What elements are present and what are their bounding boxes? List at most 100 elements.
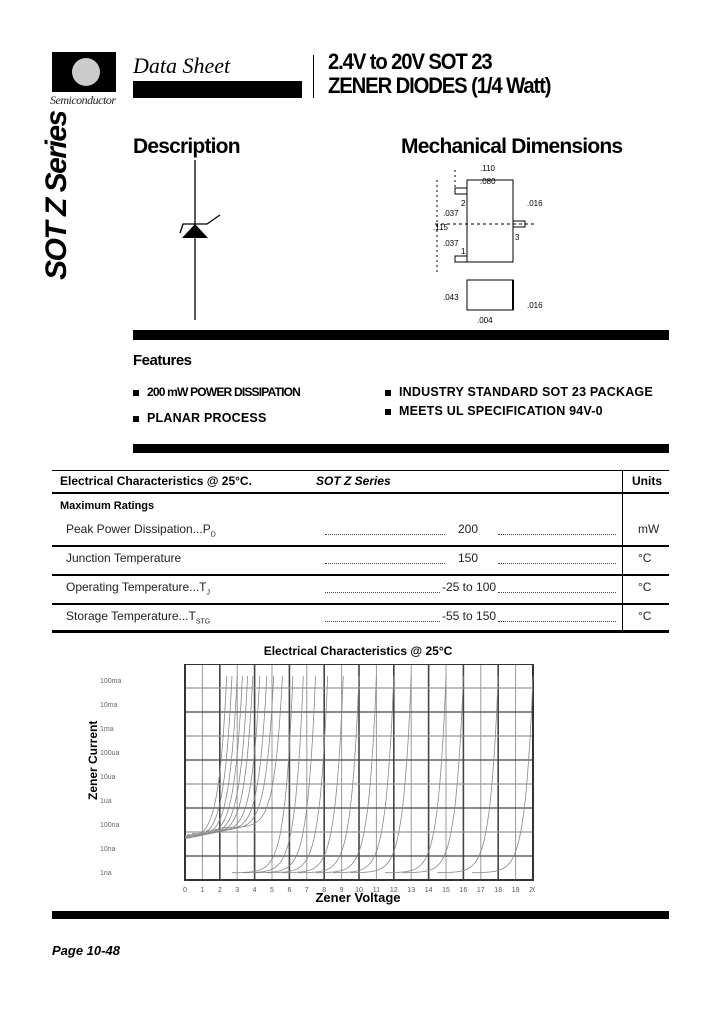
- x-tick-label: 16: [460, 887, 468, 894]
- table-row-param: Storage Temperature...TSTG: [66, 609, 211, 626]
- mechanical-heading: Mechanical Dimensions: [401, 135, 623, 158]
- table-row-value: -25 to 100: [442, 580, 497, 594]
- x-tick-label: 19: [512, 887, 520, 894]
- zener-curve: [232, 675, 294, 874]
- table-border: [52, 470, 669, 471]
- x-tick-label: 1: [200, 887, 204, 894]
- zener-curve: [184, 675, 233, 839]
- dim-label: .037: [443, 209, 459, 218]
- pin-label: 3: [515, 233, 520, 242]
- y-axis-title: Zener Current: [86, 720, 100, 800]
- footer-bar: [52, 911, 669, 919]
- x-tick-label: 9: [340, 887, 344, 894]
- table-row-value: 200: [458, 522, 479, 536]
- table-row-unit: °C: [638, 580, 652, 594]
- feature-text: MEETS UL SPECIFICATION 94V-0: [399, 404, 603, 418]
- zener-curve: [332, 675, 395, 874]
- leader-dots: [498, 621, 616, 622]
- x-tick-label: 5: [270, 887, 274, 894]
- page-number: Page 10-48: [52, 943, 120, 958]
- header-divider: [313, 55, 314, 98]
- dim-label: .080: [480, 177, 496, 186]
- dim-label: .016: [527, 199, 543, 208]
- dim-label: .110: [480, 164, 496, 173]
- section-label: Maximum Ratings: [60, 500, 155, 512]
- zener-curve: [282, 675, 344, 874]
- y-tick-label: 100ua: [100, 750, 120, 757]
- leader-dots: [325, 621, 440, 622]
- x-tick-label: 0: [183, 887, 187, 894]
- x-tick-label: 12: [390, 887, 398, 894]
- dim-label: .115: [433, 223, 449, 232]
- units-header: Units: [632, 474, 662, 488]
- sot23-dimension-drawing: .110 .080 .016 .037 .115 .037 .043 .016 …: [433, 164, 543, 325]
- table-row-unit: °C: [638, 609, 652, 623]
- zener-curve: [385, 675, 447, 874]
- x-tick-label: 18: [494, 887, 502, 894]
- table-bottom-rule: [52, 630, 669, 633]
- fci-logo: [52, 52, 116, 92]
- section-bar: [133, 444, 669, 453]
- bullet-icon: [133, 389, 139, 396]
- feature-item: PLANAR PROCESS: [133, 411, 266, 425]
- feature-text: INDUSTRY STANDARD SOT 23 PACKAGE: [399, 385, 653, 399]
- leader-dots: [325, 563, 445, 564]
- zener-chart: 0 1 2 3 4 5 6 7 8 9 10 11 12 13 14 15 16 17 18 19 20: [183, 664, 535, 894]
- y-tick-label: 1na: [100, 870, 112, 877]
- x-axis-title: Zener Voltage: [315, 890, 401, 905]
- table-series: SOT Z Series: [316, 474, 391, 488]
- table-row-unit: °C: [638, 551, 652, 565]
- title-line2: ZENER DIODES (1/4 Watt): [328, 73, 551, 98]
- zener-curve: [402, 675, 464, 874]
- y-tick-label: 10ma: [100, 702, 118, 709]
- bullet-icon: [133, 415, 139, 422]
- zener-curve: [315, 675, 377, 874]
- units-column-divider: [622, 470, 623, 632]
- zener-curve: [298, 675, 360, 874]
- x-tick-label: 4: [253, 887, 257, 894]
- row-separator: [52, 545, 669, 547]
- features-heading: Features: [133, 352, 192, 369]
- zener-curve: [266, 675, 329, 874]
- table-row-value: 150: [458, 551, 479, 565]
- row-separator: [52, 603, 669, 605]
- feature-item: INDUSTRY STANDARD SOT 23 PACKAGE: [385, 385, 653, 399]
- zener-curve: [192, 675, 254, 835]
- leader-dots: [498, 563, 616, 564]
- zener-diode-symbol: [179, 160, 221, 320]
- zener-curve: [198, 675, 261, 833]
- leader-dots: [325, 592, 440, 593]
- x-tick-label: 14: [425, 887, 433, 894]
- feature-text: 200 mW POWER DISSIPATION: [147, 385, 301, 399]
- chart-title: Electrical Characteristics @ 25°C: [263, 644, 453, 658]
- y-tick-label: 1ua: [100, 798, 112, 805]
- x-tick-label: 11: [373, 887, 380, 894]
- dim-label: .016: [527, 301, 543, 310]
- table-title: Electrical Characteristics @ 25°C.: [60, 474, 252, 488]
- zener-curve: [186, 675, 248, 836]
- feature-text: PLANAR PROCESS: [147, 411, 267, 425]
- y-tick-label: 100na: [100, 822, 120, 829]
- logo-subtext: Semiconductor: [50, 93, 116, 107]
- x-tick-label: 7: [305, 887, 309, 894]
- y-tick-label: 1ma: [100, 726, 114, 733]
- side-series-title: SOT Z Series: [40, 111, 73, 280]
- zener-curve: [205, 675, 268, 832]
- pin-label: 1: [461, 247, 466, 256]
- leader-dots: [325, 534, 445, 535]
- feature-item: 200 mW POWER DISSIPATION: [133, 385, 301, 399]
- bullet-icon: [385, 389, 391, 396]
- table-row-param: Peak Power Dissipation...PD: [66, 522, 216, 539]
- table-row-param: Junction Temperature: [66, 551, 182, 565]
- zener-curve: [221, 675, 283, 828]
- y-tick-label: 10na: [100, 846, 116, 853]
- x-tick-label: 20: [529, 887, 535, 894]
- feature-item: MEETS UL SPECIFICATION 94V-0: [385, 404, 603, 418]
- zener-curve: [184, 675, 243, 837]
- x-tick-label: 10: [355, 887, 363, 894]
- description-heading: Description: [133, 135, 241, 158]
- table-header-rule: [52, 492, 669, 494]
- dim-label: .037: [443, 239, 459, 248]
- table-row-value: -55 to 150: [442, 609, 497, 623]
